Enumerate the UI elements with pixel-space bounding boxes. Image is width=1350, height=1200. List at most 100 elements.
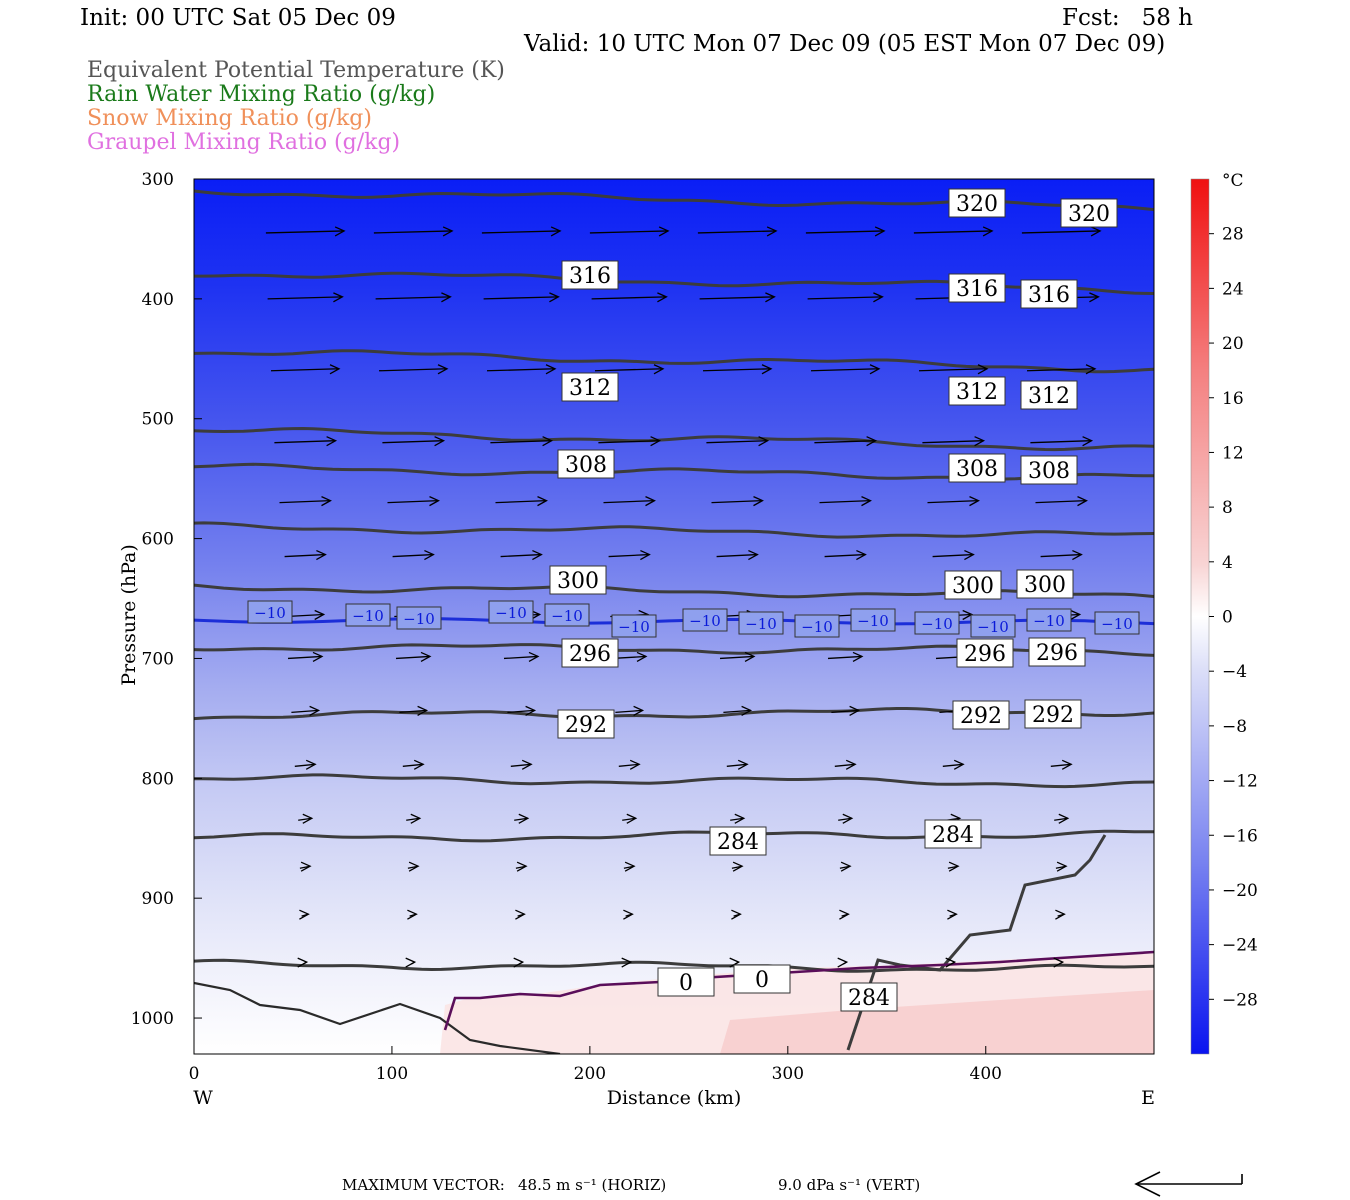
wind-vector-arrow (500, 549, 543, 561)
wind-vector-arrow (839, 861, 852, 872)
variable-graupel: Graupel Mixing Ratio (g/kg) (87, 130, 401, 155)
wind-vector-arrow (927, 496, 980, 507)
svg-text:296: 296 (569, 642, 611, 667)
wind-vector-arrow (615, 705, 645, 716)
colorbar-tick-label: −20 (1222, 881, 1258, 901)
plot-frame (193, 178, 1155, 1055)
wind-vector-arrow (726, 759, 749, 770)
svg-text:0: 0 (679, 971, 693, 996)
wind-vector-arrow (1021, 226, 1102, 237)
wind-vector-arrow (947, 861, 960, 872)
theta-e-contour (194, 773, 1154, 789)
svg-text:284: 284 (848, 986, 890, 1011)
wind-vector-arrow (1054, 813, 1070, 824)
wind-vector-arrow (618, 759, 641, 770)
svg-text:−10: −10 (1101, 615, 1133, 633)
colorbar-tick-label: −4 (1222, 662, 1247, 682)
wind-vector-arrow (589, 226, 670, 237)
isotherm-label: −10 (850, 608, 896, 632)
wind-vector-arrow (395, 651, 432, 663)
init-time: Init: 00 UTC Sat 05 Dec 09 (80, 5, 396, 31)
y-tick-label: 300 (142, 170, 174, 190)
wind-vector-arrow (378, 364, 449, 375)
wind-vector-arrow (706, 436, 770, 447)
wind-vector-arrow (279, 496, 332, 507)
svg-text:−10: −10 (857, 612, 889, 630)
wind-vector-arrow (623, 861, 636, 872)
isotherm-label: −10 (488, 600, 534, 624)
wind-vector-arrow (839, 909, 850, 920)
isotherm-label: −10 (738, 611, 784, 635)
x-axis-title: Distance (km) (607, 1087, 742, 1109)
isotherm-label: −10 (794, 614, 840, 638)
wind-vector-arrow (297, 957, 309, 968)
colorbar-unit: °C (1222, 171, 1244, 191)
contour-label: 300 (944, 570, 1002, 600)
wind-vector-arrow (392, 549, 435, 561)
wind-vector-arrow (838, 813, 854, 824)
contour-label: 0 (657, 967, 715, 997)
wind-vector-arrow (510, 759, 533, 770)
svg-text:−10: −10 (618, 618, 650, 636)
x-tick-label: 200 (574, 1064, 606, 1084)
x-tick-label: 400 (970, 1064, 1002, 1084)
theta-e-contour-surface (194, 981, 561, 1054)
contour-label: 308 (557, 449, 615, 479)
y-tick-label: 400 (142, 290, 174, 310)
y-tick-label: 900 (142, 889, 174, 909)
wind-vector-arrow (810, 364, 881, 375)
contour-label: 308 (1020, 455, 1078, 485)
contour-label: 300 (1016, 569, 1074, 599)
colorbar-tick-label: 16 (1222, 389, 1244, 409)
svg-text:312: 312 (1028, 384, 1070, 409)
wind-vector-arrow (399, 705, 429, 716)
wind-vector-arrow (1055, 909, 1066, 920)
wind-vector-arrow (716, 549, 759, 561)
y-axis-title: Pressure (hPa) (118, 544, 140, 686)
contour-label: 296 (561, 638, 619, 668)
wind-vector-arrow (819, 496, 872, 507)
theta-e-contour (194, 426, 1154, 452)
contour-label: 296 (956, 638, 1014, 668)
svg-text:300: 300 (557, 569, 599, 594)
wind-vector-arrow (407, 861, 420, 872)
isotherm-label: −10 (682, 608, 728, 632)
wind-vector-arrow (608, 549, 651, 561)
contour-label: 320 (948, 188, 1006, 218)
contour-label: 284 (840, 982, 898, 1012)
wind-vector-arrow (719, 651, 756, 663)
contour-label: 292 (557, 709, 615, 739)
colorbar-tick-label: 0 (1222, 608, 1233, 628)
wind-vector-arrow (837, 957, 849, 968)
wind-vector-arrow (591, 292, 668, 303)
wind-vector-arrow (603, 496, 656, 507)
wind-vector-arrow (375, 292, 452, 303)
y-tick-label: 800 (142, 769, 174, 789)
wind-vector-arrow (284, 549, 327, 561)
contour-label: 300 (549, 565, 607, 595)
theta-e-contour-284 (846, 834, 1107, 1051)
wind-vector-arrow (507, 705, 537, 716)
theta-e-contour (194, 349, 1154, 374)
wind-vector-arrow (827, 651, 864, 663)
wind-vector-arrow (298, 813, 314, 824)
y-tick-label: 1000 (131, 1009, 174, 1029)
svg-text:308: 308 (956, 457, 998, 482)
svg-text:320: 320 (1068, 202, 1110, 227)
x-tick-label: 100 (376, 1064, 408, 1084)
svg-text:316: 316 (569, 264, 611, 289)
wind-vector-arrow (621, 957, 633, 968)
wind-vector-arrow (814, 436, 878, 447)
isotherm-label: −10 (611, 614, 657, 638)
svg-text:296: 296 (1036, 641, 1078, 666)
svg-text:300: 300 (1024, 573, 1066, 598)
wind-vector-arrow (490, 436, 554, 447)
svg-text:308: 308 (1028, 459, 1070, 484)
svg-text:−10: −10 (352, 607, 384, 625)
y-tick-label: 600 (142, 530, 174, 550)
contour-label: 312 (561, 372, 619, 402)
wind-vector-arrow (513, 957, 525, 968)
wind-vector-arrow (730, 813, 746, 824)
forecast-hour: Fcst: 58 h (1062, 5, 1193, 31)
